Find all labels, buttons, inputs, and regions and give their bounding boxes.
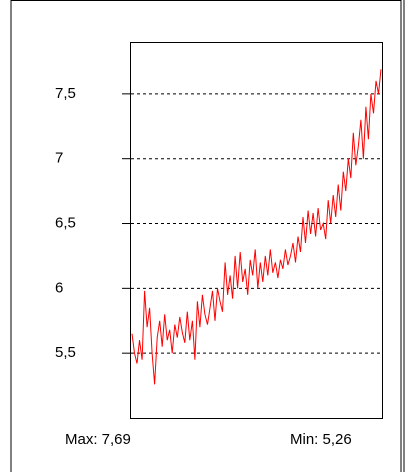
y-tick-label: 7,5 xyxy=(55,85,76,102)
frame xyxy=(10,0,402,472)
y-tick-label: 7 xyxy=(55,150,63,167)
min-label: Min: 5,26 xyxy=(290,431,352,448)
plot-area xyxy=(130,42,383,419)
y-tick-label: 5,5 xyxy=(55,344,76,361)
y-tick-label: 6 xyxy=(55,279,63,296)
y-tick-label: 6,5 xyxy=(55,214,76,231)
max-label: Max: 7,69 xyxy=(65,431,131,448)
data-line xyxy=(131,69,382,385)
